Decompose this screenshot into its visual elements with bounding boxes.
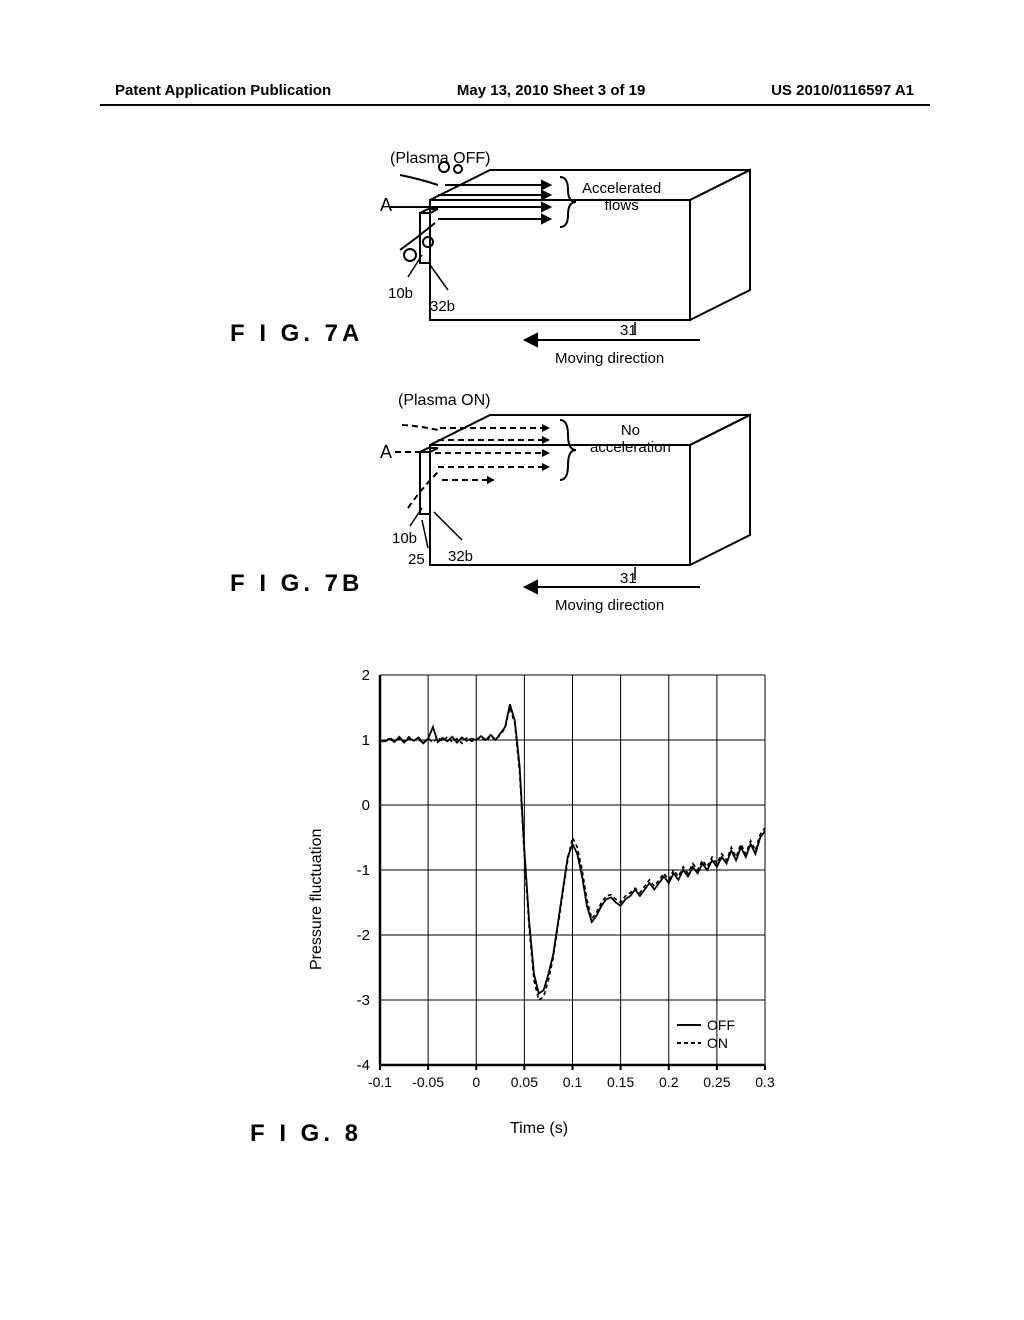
fig8-chart: 2 1 0 -1 -2 -3 -4-0.1 -0.05 0 0.05 0.1 0.15 0.2 0.25 0…: [320, 660, 780, 1125]
svg-text:ON: ON: [707, 1035, 728, 1051]
svg-text:0.3: 0.3: [755, 1074, 775, 1090]
fig7a-ref-10b: 10b: [388, 285, 413, 302]
page-header: Patent Application Publication May 13, 2…: [0, 82, 1024, 99]
fig7a-annot-right: Accelerated flows: [582, 180, 661, 214]
svg-text:0.25: 0.25: [703, 1074, 730, 1090]
svg-text:0: 0: [472, 1074, 480, 1090]
svg-text:0.2: 0.2: [659, 1074, 679, 1090]
svg-text:-3: -3: [357, 992, 370, 1009]
fig7b-side-a: A: [380, 442, 392, 463]
fig7b-annot-right: No acceleration: [590, 422, 671, 456]
fig7b-ref-32b: 32b: [448, 548, 473, 565]
svg-text:OFF: OFF: [707, 1017, 735, 1033]
header-right: US 2010/0116597 A1: [771, 82, 914, 99]
svg-text:0: 0: [362, 797, 370, 814]
svg-text:1: 1: [362, 732, 370, 749]
svg-text:0.05: 0.05: [511, 1074, 538, 1090]
header-center: May 13, 2010 Sheet 3 of 19: [457, 82, 645, 99]
fig7b-ref-25: 25: [408, 551, 425, 568]
header-rule: [100, 104, 930, 106]
svg-text:-1: -1: [357, 862, 370, 879]
header-left: Patent Application Publication: [115, 82, 331, 99]
fig7b-moving: Moving direction: [555, 597, 664, 614]
svg-text:0.15: 0.15: [607, 1074, 634, 1090]
fig7b-ref-31: 31: [620, 570, 637, 587]
svg-text:0.1: 0.1: [563, 1074, 583, 1090]
fig7a-label: F I G. 7A: [230, 320, 363, 348]
svg-text:-0.1: -0.1: [368, 1074, 392, 1090]
fig7b-title: (Plasma ON): [398, 392, 490, 410]
fig7b-label: F I G. 7B: [230, 570, 363, 598]
fig7a-title: (Plasma OFF): [390, 150, 490, 168]
fig7a-ref-32b: 32b: [430, 298, 455, 315]
svg-text:2: 2: [362, 667, 370, 684]
fig7b-ref-10b: 10b: [392, 530, 417, 547]
fig7a-moving: Moving direction: [555, 350, 664, 367]
svg-text:-0.05: -0.05: [412, 1074, 444, 1090]
svg-text:-2: -2: [357, 927, 370, 944]
fig7a-ref-31: 31: [620, 322, 637, 339]
fig7a-side-a: A: [380, 195, 392, 216]
svg-text:-4: -4: [357, 1057, 370, 1074]
